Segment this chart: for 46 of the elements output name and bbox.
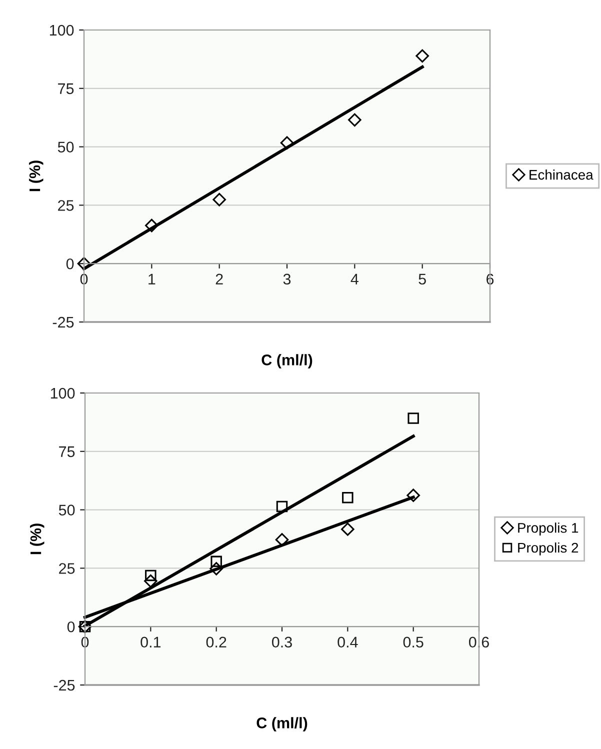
x-tick-label: 0.2 — [206, 636, 226, 648]
point — [348, 113, 362, 127]
point — [408, 412, 419, 424]
x-tick-label: 0.5 — [403, 636, 424, 648]
point — [342, 492, 354, 504]
point — [212, 192, 226, 206]
y-tick-label: 50 — [58, 142, 74, 152]
point — [210, 562, 223, 576]
point — [145, 218, 158, 232]
x-tick-label: 0.1 — [140, 636, 161, 648]
point — [341, 522, 354, 536]
y-tick-label: 100 — [50, 388, 75, 399]
point — [145, 570, 156, 582]
x-tick-label: 5 — [418, 274, 426, 285]
point — [280, 136, 294, 150]
legend-label: Propolis 1 — [518, 522, 578, 536]
y-tick-label: 25 — [58, 200, 74, 211]
x-tick-label: 3 — [283, 274, 291, 285]
legend-label: Propolis 2 — [518, 542, 578, 556]
point — [77, 256, 91, 270]
point — [416, 49, 429, 63]
y-axis-title: I (%) — [30, 524, 44, 554]
point — [276, 500, 288, 512]
y-tick-label: 75 — [58, 83, 74, 94]
x-tick-label: 0.6 — [468, 636, 489, 648]
x-axis-title: C (ml/l) — [262, 354, 312, 368]
x-tick-label: 4 — [350, 274, 358, 284]
point — [275, 533, 289, 546]
x-tick-label: 0.4 — [338, 636, 358, 648]
y-axis-title: I (%) — [28, 160, 44, 192]
y-tick-label: 0 — [67, 621, 75, 632]
y-tick-label: 50 — [58, 504, 75, 516]
y-tick-label: 100 — [50, 24, 74, 36]
legend-label: Echinacea — [530, 170, 594, 180]
point — [406, 488, 420, 502]
x-tick-label: 1 — [148, 274, 156, 284]
x-axis-title: C (ml/l) — [256, 717, 308, 732]
point — [144, 574, 158, 588]
y-tick-label: -25 — [52, 316, 74, 328]
y-tick-label: -25 — [54, 680, 75, 691]
x-tick-label: 2 — [216, 274, 223, 284]
y-tick-label: 0 — [66, 258, 74, 270]
x-tick-label: 0.3 — [272, 636, 292, 648]
y-tick-label: 75 — [59, 446, 75, 458]
y-tick-label: 25 — [59, 563, 75, 574]
point — [210, 556, 222, 568]
